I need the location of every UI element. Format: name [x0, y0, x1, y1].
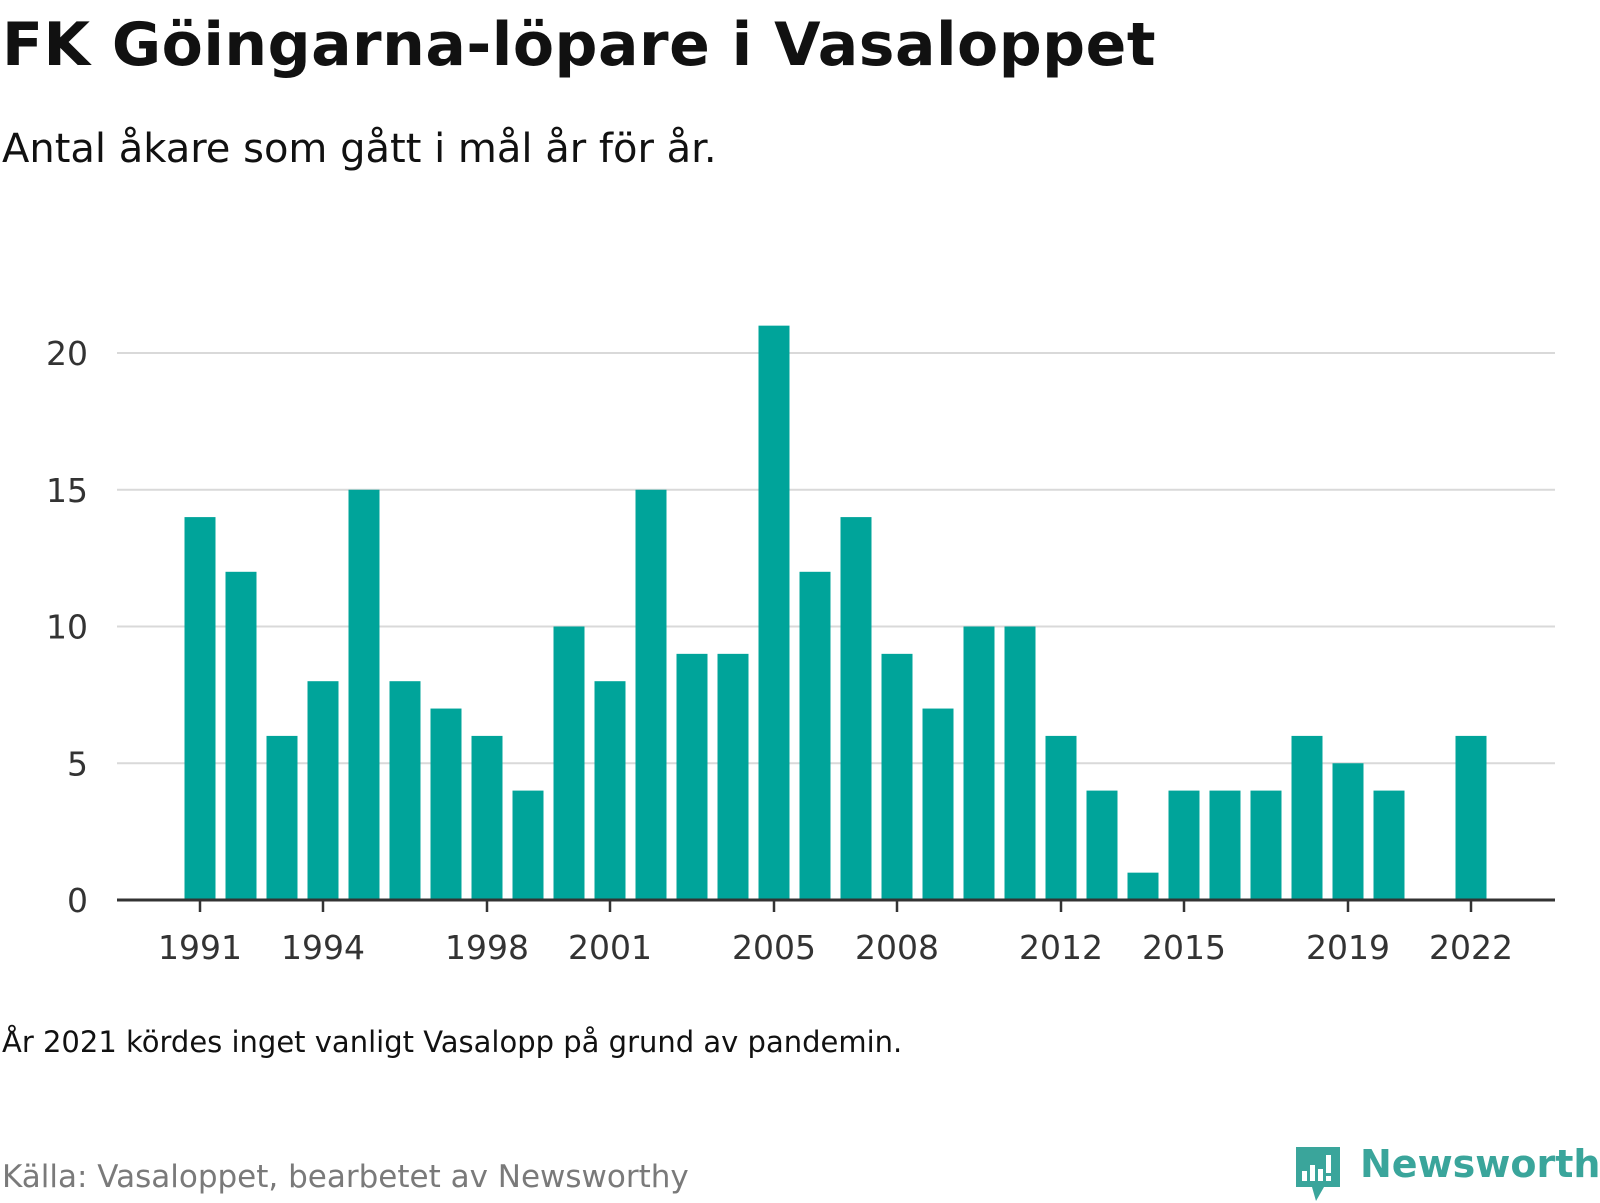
- x-tick-label: 2005: [732, 928, 816, 967]
- bar-2016: [1209, 790, 1241, 900]
- x-tick-label: 2019: [1306, 928, 1390, 967]
- bar-2009: [922, 708, 954, 900]
- y-tick-label: 15: [46, 471, 88, 510]
- bar-2006: [799, 571, 831, 900]
- y-tick-label: 10: [46, 608, 88, 647]
- footnote: År 2021 kördes inget vanligt Vasalopp på…: [2, 1025, 903, 1059]
- bar-2002: [635, 489, 667, 900]
- bar-2001: [594, 681, 626, 900]
- x-tick-label: 1994: [281, 928, 365, 967]
- bar-1998: [471, 735, 503, 900]
- bar-2010: [963, 626, 995, 900]
- bar-2007: [840, 517, 872, 900]
- x-tick-label: 2012: [1019, 928, 1103, 967]
- bar-1999: [512, 790, 544, 900]
- bar-2017: [1250, 790, 1282, 900]
- x-tick-label: 1991: [158, 928, 242, 967]
- bar-2019: [1332, 763, 1364, 900]
- y-tick-label: 0: [67, 881, 88, 920]
- bar-2013: [1086, 790, 1118, 900]
- x-axis-tick-labels: 1991 1994 1998 2001 2005 2008 2012 2015 2019 2022: [158, 928, 1513, 967]
- x-tick-label: 2008: [855, 928, 939, 967]
- bar-2003: [676, 653, 708, 900]
- bar-1996: [389, 681, 421, 900]
- bars: [184, 325, 1487, 900]
- x-tick-label: 2022: [1429, 928, 1513, 967]
- brand-logo: Newsworthy: [1290, 1142, 1600, 1201]
- bar-2012: [1045, 735, 1077, 900]
- bar-1993: [266, 735, 298, 900]
- bar-1991: [184, 517, 216, 900]
- bar-chart: 0 5 10 15 20 1991 1994 1998 2001 2005 2008 2012 201…: [46, 325, 1555, 967]
- newsworthy-logo-icon: [1296, 1147, 1340, 1201]
- bar-2000: [553, 626, 585, 900]
- source-credit: Källa: Vasaloppet, bearbetet av Newswort…: [2, 1159, 689, 1195]
- bar-2004: [717, 653, 749, 900]
- x-tick-label: 2001: [568, 928, 652, 967]
- bar-2005: [758, 325, 790, 900]
- bar-2015: [1168, 790, 1200, 900]
- bar-1992: [225, 571, 257, 900]
- y-axis-tick-labels: 0 5 10 15 20: [46, 334, 88, 920]
- bar-1995: [348, 489, 380, 900]
- bar-2011: [1004, 626, 1036, 900]
- bar-1997: [430, 708, 462, 900]
- x-tick-label: 2015: [1142, 928, 1226, 967]
- bar-1994: [307, 681, 339, 900]
- bar-2014: [1127, 872, 1159, 900]
- x-axis-ticks: [198, 900, 1473, 912]
- chart-title: FK Göingarna-löpare i Vasaloppet: [2, 10, 1157, 80]
- x-tick-label: 1998: [445, 928, 529, 967]
- y-tick-label: 5: [67, 744, 88, 783]
- y-tick-label: 20: [46, 334, 88, 373]
- brand-name: Newsworthy: [1360, 1142, 1600, 1186]
- bar-2008: [881, 653, 913, 900]
- chart-subtitle: Antal åkare som gått i mål år för år.: [2, 126, 717, 172]
- bar-2022: [1455, 735, 1487, 900]
- bar-2018: [1291, 735, 1323, 900]
- bar-2020: [1373, 790, 1405, 900]
